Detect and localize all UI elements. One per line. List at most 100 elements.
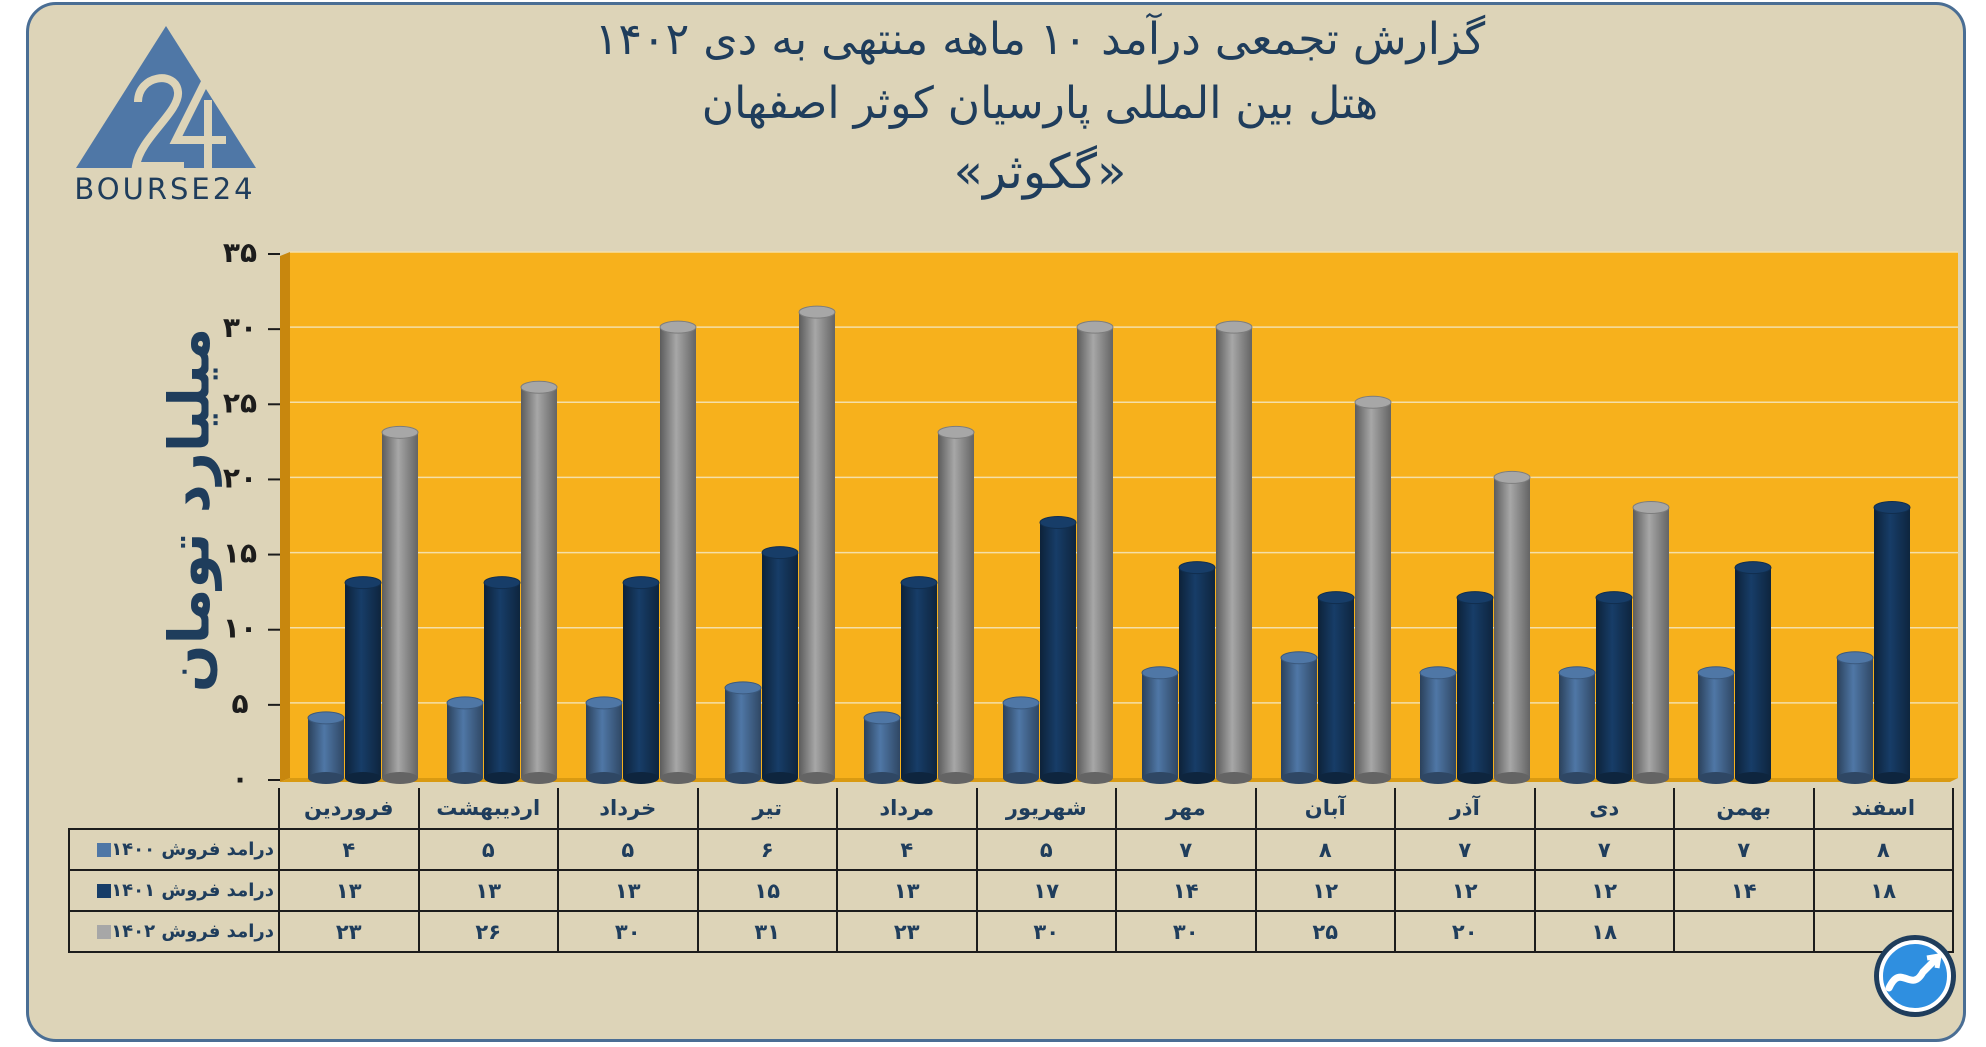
bar-top bbox=[1734, 561, 1772, 575]
y-tick-label: ۵ bbox=[231, 687, 248, 720]
bar bbox=[863, 711, 901, 784]
bar bbox=[1317, 591, 1355, 784]
bar-base bbox=[725, 772, 761, 784]
bar-base bbox=[660, 772, 696, 784]
data-label: ۳۰ bbox=[975, 910, 1117, 953]
bar-base bbox=[1874, 772, 1910, 784]
bar bbox=[520, 380, 558, 784]
bar bbox=[798, 305, 836, 784]
data-label: ۱۸ bbox=[1812, 869, 1954, 912]
bar-body bbox=[1216, 327, 1252, 778]
y-tick-label: ۲۰ bbox=[223, 461, 257, 494]
bar-base bbox=[1179, 772, 1215, 784]
bar bbox=[1141, 666, 1179, 784]
data-label: ۱۲ bbox=[1254, 869, 1396, 912]
bar-base bbox=[484, 772, 520, 784]
data-label: ۲۰ bbox=[1394, 910, 1536, 953]
bar-top bbox=[1076, 320, 1114, 334]
bar-base bbox=[382, 772, 418, 784]
x-tick-label: دی bbox=[1533, 788, 1675, 830]
bar-base bbox=[623, 772, 659, 784]
bar-top bbox=[381, 425, 419, 439]
bar-body bbox=[1874, 507, 1910, 778]
bar-top bbox=[1456, 591, 1494, 605]
data-label: ۱۳ bbox=[278, 869, 420, 912]
bar bbox=[1354, 395, 1392, 784]
table-row: درامد فروش ۱۴۰۱ ۱۳ ۱۳ ۱۳ ۱۵ ۱۳ ۱۷ ۱۴ ۱۲ ۱۲ ۱۲ ۱۴ ۱۸ bbox=[68, 869, 1954, 912]
data-label: ۷ bbox=[1394, 828, 1536, 871]
y-tick-label: ۲۵ bbox=[223, 386, 257, 419]
data-label: ۷ bbox=[1673, 828, 1815, 871]
bar bbox=[761, 546, 799, 784]
bar-body bbox=[938, 432, 974, 778]
bar-body bbox=[1077, 327, 1113, 778]
legend-label: درامد فروش ۱۴۰۰ bbox=[111, 839, 274, 860]
bar bbox=[1280, 651, 1318, 784]
data-label: ۵ bbox=[417, 828, 559, 871]
legend-swatch bbox=[97, 843, 112, 857]
bar-body bbox=[1179, 567, 1215, 778]
x-tick-label: شهریور bbox=[975, 788, 1117, 830]
bar bbox=[1873, 500, 1911, 784]
legend-entry: درامد فروش ۱۴۰۲ bbox=[68, 910, 280, 953]
bar-top bbox=[1873, 500, 1911, 514]
bar-base bbox=[1837, 772, 1873, 784]
y-tick-label: ۱۵ bbox=[223, 537, 257, 570]
y-axis-label: میلیارد تومان bbox=[157, 327, 223, 693]
bar bbox=[1558, 666, 1596, 784]
legend-swatch bbox=[97, 884, 112, 898]
bar-body bbox=[1040, 522, 1076, 778]
data-label: ۷ bbox=[1533, 828, 1675, 871]
bar-top bbox=[585, 696, 623, 710]
bar-body bbox=[1735, 567, 1771, 778]
bar-body bbox=[623, 582, 659, 778]
bar-body bbox=[1355, 402, 1391, 778]
legend-label: درامد فروش ۱۴۰۲ bbox=[111, 921, 274, 942]
x-tick-label: بهمن bbox=[1673, 788, 1815, 830]
data-label: ۸ bbox=[1254, 828, 1396, 871]
data-label: ۸ bbox=[1812, 828, 1954, 871]
x-tick-label: اسفند bbox=[1812, 788, 1954, 830]
bar-top bbox=[483, 576, 521, 590]
bar bbox=[1456, 591, 1494, 784]
bar-body bbox=[1318, 597, 1354, 778]
bar-base bbox=[1003, 772, 1039, 784]
bar-base bbox=[1698, 772, 1734, 784]
data-label: ۱۸ bbox=[1533, 910, 1675, 953]
bar-top bbox=[1836, 651, 1874, 665]
bar bbox=[1632, 500, 1670, 784]
logo-text: BOURSE24 bbox=[74, 172, 256, 206]
bar-body bbox=[1457, 597, 1493, 778]
bar-top bbox=[863, 711, 901, 725]
bar-top bbox=[307, 711, 345, 725]
x-tick-label: مهر bbox=[1115, 788, 1257, 830]
bar-body bbox=[1281, 657, 1317, 778]
data-label: ۱۴ bbox=[1115, 869, 1257, 912]
bar-base bbox=[1216, 772, 1252, 784]
table-row: درامد فروش ۱۴۰۲ ۲۳ ۲۶ ۳۰ ۳۱ ۲۳ ۳۰ ۳۰ ۲۵ ۲۰ ۱۸ bbox=[68, 910, 1954, 953]
x-tick-label: تیر bbox=[696, 788, 838, 830]
bar-body bbox=[660, 327, 696, 778]
data-label: ۵ bbox=[975, 828, 1117, 871]
bar bbox=[937, 425, 975, 784]
data-label: ۳۱ bbox=[696, 910, 838, 953]
bar-top bbox=[1039, 516, 1077, 530]
bar-body bbox=[521, 387, 557, 778]
data-label: ۱۳ bbox=[557, 869, 699, 912]
data-label bbox=[1673, 910, 1815, 953]
bar-top bbox=[1141, 666, 1179, 680]
data-label: ۲۵ bbox=[1254, 910, 1396, 953]
bar bbox=[1493, 470, 1531, 784]
legend-label: درامد فروش ۱۴۰۱ bbox=[111, 880, 274, 901]
bar-body bbox=[725, 687, 761, 778]
bar-base bbox=[762, 772, 798, 784]
x-tick-label: مرداد bbox=[836, 788, 978, 830]
bar-top bbox=[1558, 666, 1596, 680]
x-tick-label: فروردین bbox=[278, 788, 420, 830]
chart-subtitle: هتل بین المللی پارسیان کوثر اصفهان bbox=[701, 78, 1379, 129]
bar-base bbox=[521, 772, 557, 784]
bar-top bbox=[1215, 320, 1253, 334]
x-tick-label: آذر bbox=[1394, 788, 1536, 830]
x-tick-label: آبان bbox=[1254, 788, 1396, 830]
data-label: ۷ bbox=[1115, 828, 1257, 871]
